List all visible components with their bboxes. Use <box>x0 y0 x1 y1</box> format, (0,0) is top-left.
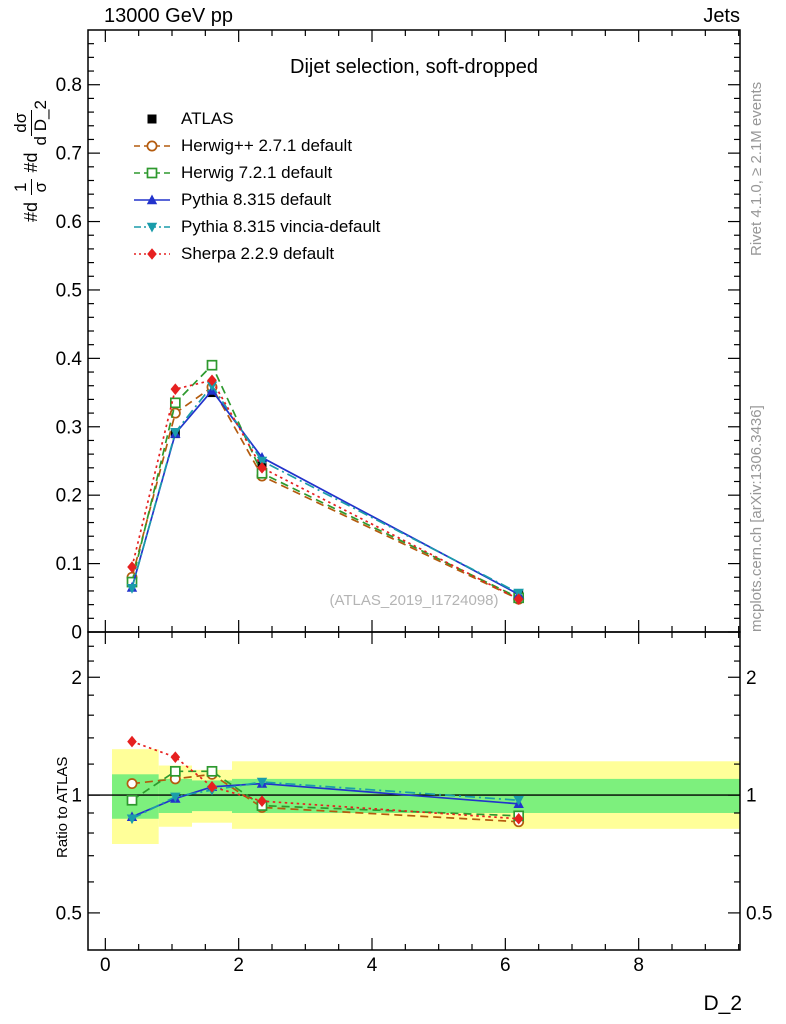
square-open-marker <box>169 397 181 409</box>
mcplots-attribution-note: mcplots.cern.ch [arXiv:1306.3436] <box>748 405 765 632</box>
ratio-plot-frame <box>87 631 741 951</box>
plot-title: Dijet selection, soft-dropped <box>290 56 538 78</box>
tick-label: 0.5 <box>746 903 772 924</box>
tick-label: 6 <box>500 955 511 976</box>
legend-entry: Sherpa 2.2.9 default <box>132 240 380 267</box>
beam-energy-label: 13000 GeV pp <box>104 5 233 27</box>
legend-entry: Herwig 7.2.1 default <box>132 159 380 186</box>
legend-marker-icon <box>134 140 170 151</box>
tick-label: 0.3 <box>56 417 82 438</box>
legend-label: ATLAS <box>181 108 234 128</box>
diamond-marker <box>170 383 181 395</box>
triangle-down-marker <box>126 584 138 594</box>
legend-label: Pythia 8.315 vincia-default <box>181 216 381 236</box>
legend: ATLAS Herwig++ 2.7.1 default Herwig 7.2.1 … <box>132 105 380 267</box>
ratio-y-axis-label: Ratio to ATLAS <box>54 756 71 858</box>
triangle-down-marker <box>206 381 218 392</box>
ylabel-token: #d <box>20 152 41 173</box>
tick-label: 0.4 <box>56 349 83 370</box>
triangle-down-marker <box>256 456 268 467</box>
tick-label: 1 <box>71 786 82 807</box>
legend-label: Herwig++ 2.7.1 default <box>181 135 353 155</box>
ylabel-fraction: 1 σ <box>11 179 50 195</box>
triangle-down-marker <box>513 796 524 806</box>
legend-label: Sherpa 2.2.9 default <box>181 243 335 263</box>
diamond-marker <box>127 561 137 573</box>
watermark-text: (ATLAS_2019_I1724098) <box>329 592 499 609</box>
axis-ticks: 0 0.1 0.2 0.3 0.4 0.5 0.6 0.7 0.8 0 2 4 6 8 0.5 0.5 1 1 2 2 <box>56 30 772 976</box>
ylabel-fraction: dσ d D_2 <box>11 100 50 146</box>
legend-marker-icon <box>147 114 157 123</box>
legend-marker-icon <box>134 194 170 204</box>
triangle-down-marker <box>146 222 158 232</box>
legend-marker-icon <box>134 167 170 178</box>
diamond-marker <box>207 780 217 793</box>
tick-label: 0.8 <box>56 75 82 96</box>
tick-label: 8 <box>633 955 644 976</box>
tick-label: 0.7 <box>56 144 82 165</box>
series-main <box>126 385 524 822</box>
legend-marker-icon <box>134 247 170 260</box>
triangle-up-marker <box>146 194 158 204</box>
triangle-down-marker <box>170 792 181 803</box>
square-open-marker <box>126 794 138 806</box>
tick-label: 2 <box>71 668 82 689</box>
tick-label: 2 <box>233 955 244 976</box>
series-ratio-line <box>131 740 519 820</box>
diamond-marker <box>207 374 217 387</box>
diamond-marker <box>513 812 524 825</box>
analysis-group-label: Jets <box>703 5 740 27</box>
triangle-down-marker <box>256 777 268 788</box>
tick-label: 0.5 <box>56 280 82 301</box>
square-marker <box>147 114 157 123</box>
diamond-marker <box>127 735 137 748</box>
square-open-marker <box>206 765 218 777</box>
tick-label: 0.2 <box>56 486 82 507</box>
diamond-marker <box>513 593 524 605</box>
x-axis-label: D_2 <box>703 992 742 1015</box>
circle-open-marker <box>126 778 138 790</box>
tick-label: 0.1 <box>56 554 82 575</box>
tick-label: 4 <box>367 955 378 976</box>
series-line <box>131 379 520 600</box>
triangle-down-marker <box>126 814 138 825</box>
square-open-marker <box>206 359 218 371</box>
legend-entry: ATLAS <box>132 105 380 132</box>
triangle-down-marker <box>170 428 181 438</box>
square-open-marker <box>169 765 181 777</box>
series-ratio-line <box>131 770 519 817</box>
legend-label: Pythia 8.315 default <box>181 189 332 209</box>
tick-label: 0.6 <box>56 212 82 233</box>
diamond-marker <box>170 751 181 763</box>
rivet-version-note: Rivet 4.1.0, ≥ 2.1M events <box>748 81 765 256</box>
tick-label: 1 <box>746 786 757 807</box>
series-main <box>126 381 524 825</box>
diamond-marker <box>257 462 267 474</box>
tick-label: 2 <box>746 668 757 689</box>
legend-label: Herwig 7.2.1 default <box>181 162 333 182</box>
diamond-marker <box>147 247 157 260</box>
legend-entry: Pythia 8.315 default <box>132 186 380 213</box>
tick-label: 0 <box>71 623 82 644</box>
legend-entry: Herwig++ 2.7.1 default <box>132 132 380 159</box>
diamond-marker <box>257 795 267 807</box>
main-y-axis-label: #d 1 σ #d dσ d D_2 <box>11 100 50 222</box>
ylabel-token: #d <box>20 201 41 222</box>
series-main <box>126 381 525 828</box>
series-main <box>127 374 524 825</box>
square-open-marker <box>146 167 158 178</box>
legend-entry: Pythia 8.315 vincia-default <box>132 213 380 240</box>
legend-marker-icon <box>134 222 170 232</box>
series-main <box>126 359 525 822</box>
tick-label: 0.5 <box>56 903 82 924</box>
circle-open-marker <box>146 140 158 151</box>
tick-label: 0 <box>100 955 111 976</box>
